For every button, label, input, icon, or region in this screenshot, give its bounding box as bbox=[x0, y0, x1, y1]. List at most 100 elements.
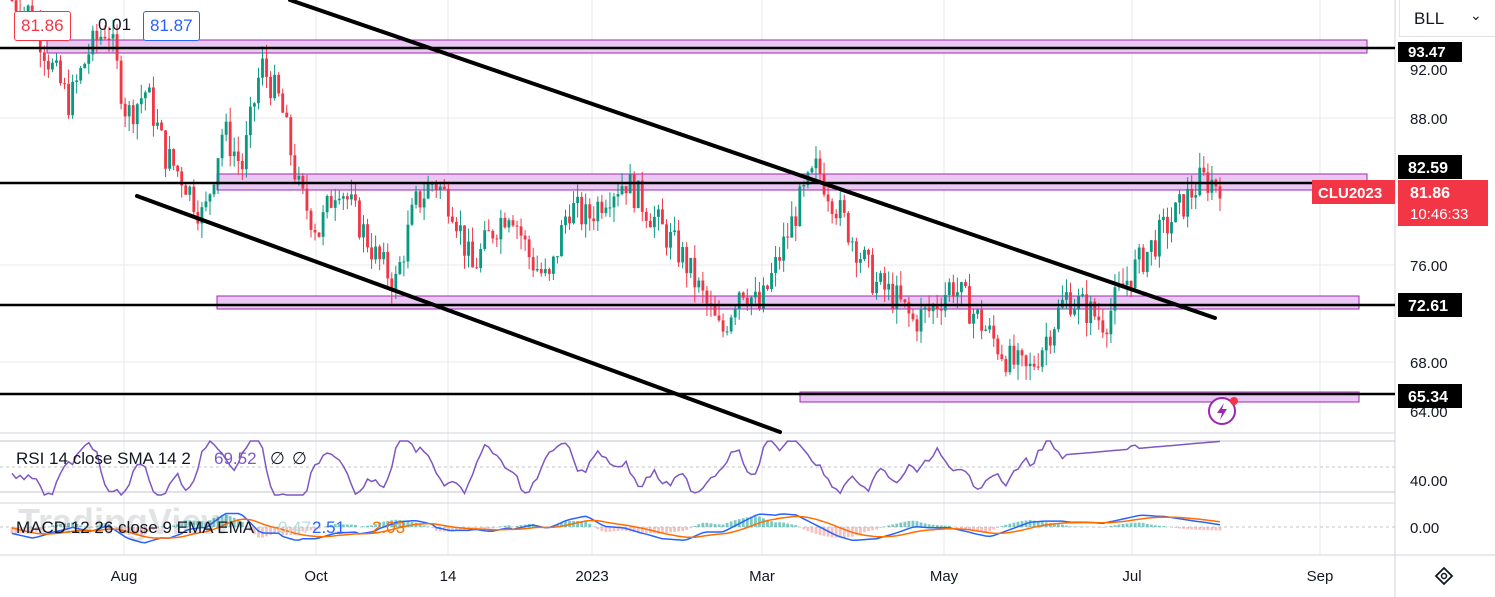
macd-hist-bar bbox=[887, 525, 891, 527]
candle-body bbox=[495, 238, 499, 240]
candle-body bbox=[693, 257, 697, 288]
candle-body bbox=[244, 135, 248, 170]
macd-hist-bar bbox=[1174, 527, 1177, 528]
candle-body bbox=[895, 285, 899, 309]
candle-body bbox=[943, 295, 947, 311]
macd-hist-bar bbox=[608, 527, 612, 532]
macd-hist-bar bbox=[786, 523, 790, 527]
macd-hist-bar bbox=[604, 527, 608, 533]
candle-body bbox=[838, 200, 842, 219]
macd-hist-bar bbox=[309, 527, 313, 531]
trend-lines[interactable] bbox=[135, 0, 1217, 434]
candle-body bbox=[576, 196, 580, 204]
candle-body bbox=[1089, 301, 1093, 324]
price-tick: 92.00 bbox=[1410, 62, 1448, 79]
macd-hist-bar bbox=[984, 527, 988, 532]
candle-body bbox=[1093, 301, 1097, 317]
candle-body bbox=[976, 309, 979, 314]
candle-body bbox=[1170, 222, 1173, 234]
candle-body bbox=[55, 60, 58, 63]
candle-body bbox=[232, 151, 236, 157]
rsi-legend[interactable]: RSI 14 close SMA 14 2 69.52 ∅ ∅ bbox=[16, 449, 307, 468]
candle-body bbox=[632, 174, 636, 208]
settings-icon[interactable] bbox=[1434, 566, 1454, 586]
horizontal-levels[interactable] bbox=[0, 46, 1395, 396]
candle-body bbox=[826, 194, 830, 202]
candle-body bbox=[539, 268, 543, 274]
price-axis[interactable]: 92.00 88.00 76.00 68.00 64.00 40.00 0.00 bbox=[1410, 62, 1448, 537]
candle-body bbox=[1069, 292, 1072, 315]
candle-body bbox=[964, 282, 967, 287]
candle-body bbox=[996, 338, 1000, 355]
candle-body bbox=[753, 291, 757, 298]
macd-hist-bar bbox=[471, 527, 474, 529]
candle-body bbox=[556, 256, 559, 258]
candle-body bbox=[212, 184, 216, 195]
time-axis[interactable]: Aug Oct 14 2023 Mar May Jul Sep bbox=[111, 568, 1334, 585]
candle-body bbox=[810, 168, 814, 173]
macd-hist-bar bbox=[1198, 527, 1202, 530]
bid-price[interactable]: 81.86 bbox=[14, 11, 71, 41]
candle-body bbox=[71, 81, 75, 116]
macd-hist-bar bbox=[1121, 523, 1125, 527]
candle-body bbox=[14, 0, 18, 12]
candle-body bbox=[879, 273, 883, 282]
candle-body bbox=[147, 87, 151, 93]
candle-body bbox=[899, 285, 903, 300]
candle-body bbox=[59, 60, 62, 84]
macd-hist-bar bbox=[200, 521, 204, 527]
level-label-82-59: 82.59 bbox=[1408, 160, 1448, 177]
macd-hist-bar bbox=[814, 527, 818, 534]
candle-body bbox=[337, 198, 341, 201]
macd-hist-bar bbox=[842, 527, 846, 538]
macd-hist-bar bbox=[875, 527, 878, 530]
candle-body bbox=[1133, 259, 1137, 289]
macd-hist-bar bbox=[907, 521, 911, 527]
candle-body bbox=[1153, 240, 1157, 257]
candle-body bbox=[46, 60, 50, 70]
macd-hist-bar bbox=[1040, 521, 1044, 527]
macd-hist-bar bbox=[1202, 527, 1206, 531]
macd-hist-bar bbox=[269, 527, 272, 535]
candle-body bbox=[1166, 216, 1169, 234]
candle-body bbox=[661, 209, 664, 225]
candle-body bbox=[248, 106, 252, 136]
macd-hist-bar bbox=[1069, 526, 1072, 527]
candle-body bbox=[547, 269, 551, 274]
candle-body bbox=[426, 184, 430, 199]
macd-hist-bar bbox=[75, 524, 79, 527]
candle-body bbox=[1186, 188, 1190, 217]
ask-price[interactable]: 81.87 bbox=[143, 11, 200, 41]
macd-hist-bar bbox=[632, 527, 636, 533]
candle-body bbox=[875, 281, 878, 294]
macd-hist-bar bbox=[854, 527, 858, 536]
macd-hist-bar bbox=[515, 525, 519, 527]
candle-body bbox=[204, 201, 208, 208]
candle-body bbox=[1044, 336, 1048, 351]
candle-body bbox=[689, 257, 693, 274]
macd-hist-bar bbox=[1178, 527, 1181, 529]
symbol-selector[interactable]: BLL ⌄ bbox=[1399, 0, 1495, 37]
candle-body bbox=[762, 285, 765, 309]
candle-body bbox=[297, 175, 301, 180]
macd-hist-bar bbox=[976, 527, 979, 531]
macd-legend[interactable]: MACD 12 26 close 9 EMA EMA 0.47 2.51 2.0… bbox=[16, 518, 405, 537]
macd-hist-bar bbox=[51, 525, 54, 527]
macd-hist-bar bbox=[487, 527, 491, 530]
candle-body bbox=[802, 184, 806, 187]
macd-label: MACD 12 26 close 9 EMA EMA bbox=[16, 518, 255, 537]
candle-body bbox=[911, 313, 915, 320]
candle-body bbox=[947, 282, 951, 296]
candle-body bbox=[604, 207, 608, 213]
candle-body bbox=[333, 200, 337, 208]
macd-hist-bar bbox=[556, 524, 559, 527]
candle-body bbox=[778, 257, 782, 261]
macd-hist-bar bbox=[131, 527, 135, 535]
candle-body bbox=[459, 225, 462, 232]
candle-body bbox=[192, 186, 196, 213]
candle-body bbox=[450, 216, 454, 222]
macd-hist-bar bbox=[939, 525, 943, 527]
lightning-icon[interactable] bbox=[1208, 397, 1238, 425]
candle-body bbox=[1008, 345, 1012, 373]
